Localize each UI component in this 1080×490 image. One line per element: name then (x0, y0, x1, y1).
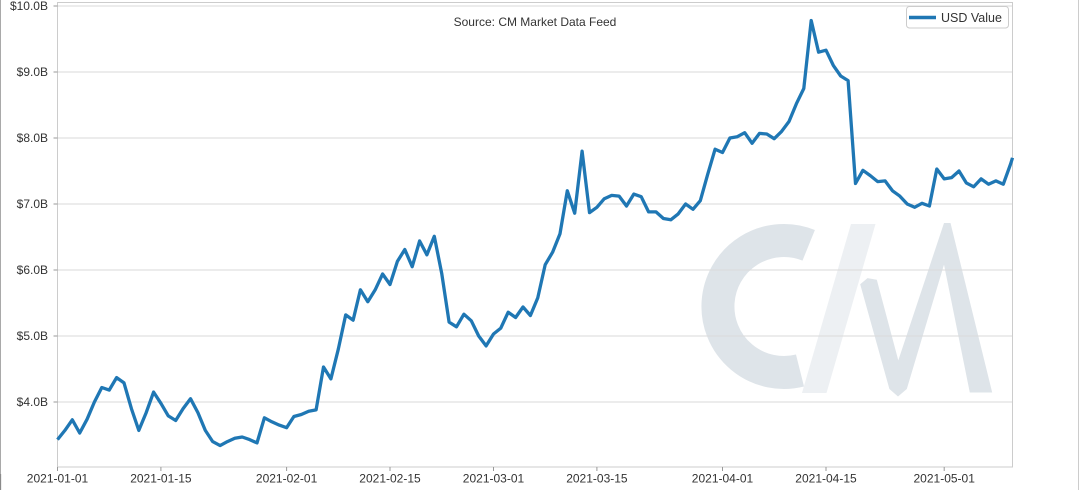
svg-text:2021-01-01: 2021-01-01 (27, 472, 89, 486)
svg-text:$5.0B: $5.0B (17, 329, 48, 343)
svg-text:$8.0B: $8.0B (17, 131, 48, 145)
svg-text:2021-02-01: 2021-02-01 (256, 472, 318, 486)
svg-text:$7.0B: $7.0B (17, 197, 48, 211)
svg-text:$10.0B: $10.0B (10, 0, 48, 13)
svg-text:2021-03-15: 2021-03-15 (566, 472, 628, 486)
svg-text:$4.0B: $4.0B (17, 395, 48, 409)
svg-text:USD Value: USD Value (941, 11, 1002, 25)
svg-text:$6.0B: $6.0B (17, 263, 48, 277)
svg-text:2021-03-01: 2021-03-01 (463, 472, 525, 486)
svg-text:2021-01-15: 2021-01-15 (130, 472, 192, 486)
svg-text:2021-04-15: 2021-04-15 (795, 472, 857, 486)
svg-text:Source: CM Market Data Feed: Source: CM Market Data Feed (454, 15, 617, 29)
svg-text:$9.0B: $9.0B (17, 65, 48, 79)
svg-text:2021-05-01: 2021-05-01 (914, 472, 976, 486)
svg-text:2021-02-15: 2021-02-15 (359, 472, 421, 486)
svg-text:2021-04-01: 2021-04-01 (692, 472, 754, 486)
